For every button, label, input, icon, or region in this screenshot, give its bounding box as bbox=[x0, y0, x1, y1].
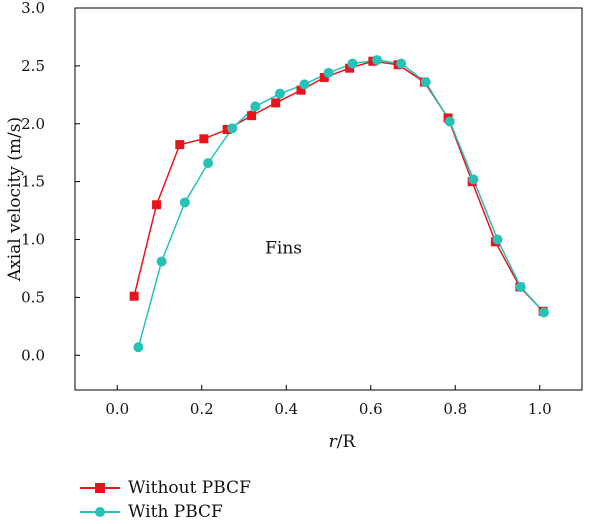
data-point-square bbox=[271, 98, 281, 108]
legend-label-with-pbcf: With PBCF bbox=[128, 502, 223, 522]
legend-label-without-pbcf: Without PBCF bbox=[128, 478, 251, 498]
data-point-circle bbox=[420, 77, 431, 88]
series-markers bbox=[129, 55, 549, 353]
legend-swatch-with-pbcf bbox=[80, 502, 120, 522]
legend: Without PBCF With PBCF bbox=[80, 476, 251, 524]
data-point-square bbox=[247, 111, 257, 121]
series-line-0 bbox=[133, 60, 544, 312]
y-tick-label: 1.5 bbox=[21, 173, 45, 191]
y-tick-label: 2.5 bbox=[21, 57, 45, 75]
data-point-circle bbox=[492, 234, 503, 245]
data-point-square bbox=[152, 200, 162, 210]
data-point-circle bbox=[203, 158, 214, 169]
series-lines bbox=[133, 59, 545, 348]
data-point-square bbox=[319, 72, 329, 82]
data-point-circle bbox=[372, 55, 383, 66]
data-point-square bbox=[296, 85, 306, 95]
data-point-square bbox=[175, 140, 185, 150]
y-axis-label: Axial velocity (m/s) bbox=[5, 117, 25, 282]
x-tick-label: 0.0 bbox=[105, 400, 129, 418]
axis-ticks: 0.0 0.2 0.4 0.6 0.8 1.0 0.0 0.5 1.0 1.5 2.0 2.5 3.0 bbox=[21, 0, 552, 418]
x-tick-label: 0.8 bbox=[443, 400, 467, 418]
data-point-circle bbox=[515, 281, 526, 292]
x-tick-label: 0.4 bbox=[274, 400, 298, 418]
series-line-1 bbox=[137, 59, 545, 348]
legend-swatch-without-pbcf bbox=[80, 478, 120, 498]
data-point-circle bbox=[156, 256, 167, 267]
x-tick-label: 0.6 bbox=[359, 400, 383, 418]
y-tick-label: 2.0 bbox=[21, 115, 45, 133]
data-point-circle bbox=[250, 101, 261, 112]
legend-item-without-pbcf: Without PBCF bbox=[80, 476, 251, 500]
data-point-circle bbox=[133, 342, 144, 353]
y-tick-label: 1.0 bbox=[21, 231, 45, 249]
data-point-square bbox=[345, 63, 355, 73]
data-point-square bbox=[222, 125, 232, 135]
y-tick-label: 0.5 bbox=[21, 288, 45, 306]
y-tick-label: 3.0 bbox=[21, 0, 45, 17]
chart: 0.0 0.2 0.4 0.6 0.8 1.00.00.51.01.52.02.53.0 … bbox=[5, 0, 583, 452]
x-axis-label: r/R bbox=[329, 432, 357, 452]
x-tick-label: 1.0 bbox=[528, 400, 552, 418]
plot-frame bbox=[74, 7, 583, 391]
data-point-circle bbox=[227, 123, 238, 134]
data-point-circle bbox=[274, 88, 285, 99]
annotation-fins: Fins bbox=[265, 239, 302, 259]
data-point-circle bbox=[538, 307, 549, 318]
data-point-circle bbox=[444, 116, 455, 127]
legend-item-with-pbcf: With PBCF bbox=[80, 500, 251, 524]
data-point-square bbox=[129, 291, 139, 301]
data-point-circle bbox=[396, 58, 407, 69]
data-point-square bbox=[199, 134, 209, 144]
data-point-circle bbox=[179, 197, 190, 208]
data-point-circle bbox=[347, 58, 358, 69]
data-point-circle bbox=[299, 79, 310, 90]
x-tick-label: 0.2 bbox=[190, 400, 214, 418]
data-point-circle bbox=[468, 174, 479, 185]
y-tick-label: 0.0 bbox=[21, 346, 45, 364]
data-point-circle bbox=[323, 67, 334, 78]
